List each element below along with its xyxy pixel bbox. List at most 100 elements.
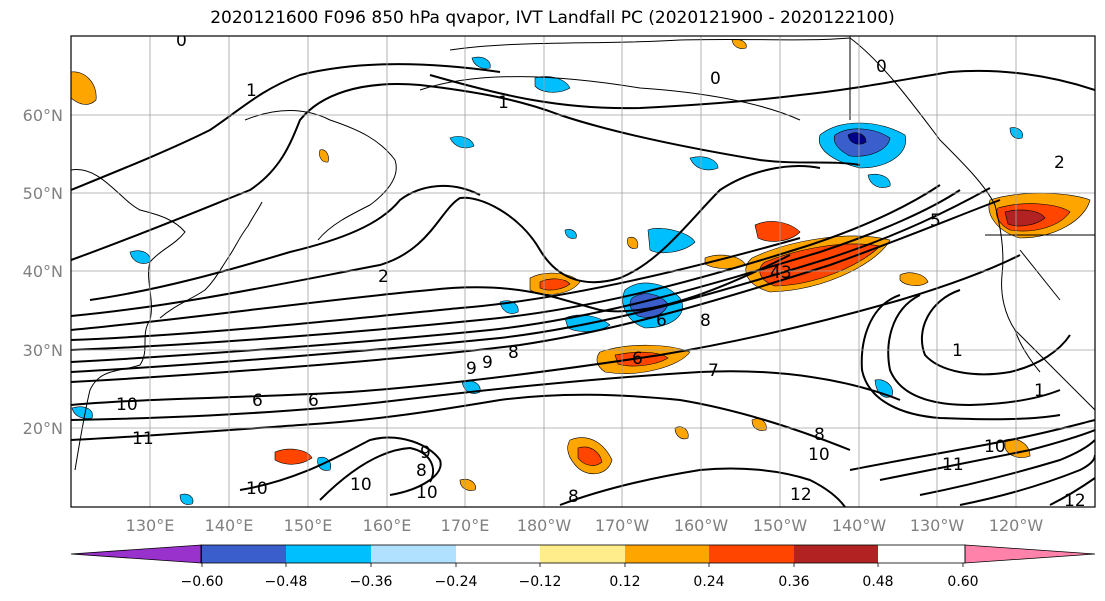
coastline-north-america <box>849 37 1095 411</box>
colorbar-segment <box>794 545 878 563</box>
anomaly-fill <box>759 243 881 287</box>
colorbar-outline <box>200 544 966 564</box>
anomaly-fill <box>319 149 329 163</box>
lat-label: 30°N <box>23 341 63 360</box>
contour-label: 8 <box>508 343 519 363</box>
lon-label: 160°E <box>363 516 412 535</box>
contour-label: 8 <box>814 425 825 445</box>
contour-line <box>319 446 435 501</box>
anomaly-fill <box>459 479 476 491</box>
colorbar-tick-label: 0.48 <box>862 574 893 590</box>
contour-label: 10 <box>808 445 830 465</box>
border-line <box>1019 249 1061 301</box>
lon-label: 130°E <box>126 516 175 535</box>
anomaly-fill <box>577 446 603 466</box>
contour-label: 9 <box>466 359 477 379</box>
colorbar-segment <box>709 545 794 563</box>
contour-line <box>71 254 1021 406</box>
coastline-baja <box>1014 329 1041 373</box>
anomaly-fill <box>71 406 93 419</box>
contour-label: 6 <box>632 349 643 369</box>
contour-line <box>89 184 481 301</box>
coastline-kamchatka <box>244 110 397 241</box>
contour-label: 5 <box>930 211 941 231</box>
plot-frame <box>70 35 1096 508</box>
contour-line <box>71 199 1001 383</box>
colorbar-tick-label: 0.60 <box>947 574 978 590</box>
colorbar-segment <box>456 545 540 563</box>
anomaly-fill <box>674 426 689 440</box>
anomaly-fill <box>867 173 891 188</box>
lon-label: 150°W <box>753 516 808 535</box>
contour-label: 0 <box>876 57 887 77</box>
coastline-japan <box>159 201 263 319</box>
contour-label: 2 <box>378 267 389 287</box>
contour-labels: 0 0 0 1 1 2 2 5 43 6 8 8 6 9 9 6 6 10 11… <box>116 31 1086 511</box>
contour-line <box>920 289 1071 376</box>
contour-line <box>71 370 901 421</box>
anomaly-fill <box>847 132 867 145</box>
contour-label: 10 <box>350 475 372 495</box>
anomaly-fill <box>1004 209 1046 227</box>
contour-label: 1 <box>1034 381 1045 401</box>
lon-label: 150°E <box>284 516 333 535</box>
contour-label: 0 <box>176 31 187 51</box>
contour-label: 7 <box>708 361 719 381</box>
contour-line <box>559 467 846 507</box>
anomaly-fill <box>689 156 719 171</box>
colorbar-segment <box>201 545 202 563</box>
contour-line <box>71 254 791 331</box>
lat-label: 50°N <box>23 184 63 203</box>
colorbar-tick-label: 0.12 <box>609 574 640 590</box>
map-layers: 0 0 0 1 1 2 2 5 43 6 8 8 6 9 9 6 6 10 11… <box>71 31 1095 511</box>
contour-line <box>71 63 501 191</box>
contour-label: 9 <box>482 353 493 373</box>
contour-line <box>429 69 1095 110</box>
colorbar-extend-min <box>70 544 202 564</box>
lon-label: 180°W <box>517 516 572 535</box>
lon-label: 170°W <box>595 516 650 535</box>
contour-label: 43 <box>770 263 792 283</box>
lat-label: 40°N <box>23 262 63 281</box>
contour-label: 9 <box>420 443 431 463</box>
contour-label: 8 <box>700 311 711 331</box>
contour-label: 10 <box>416 483 438 503</box>
colorbar-tick-label: −0.60 <box>181 574 224 590</box>
contour-label: 11 <box>942 455 964 475</box>
contour-line <box>860 294 1061 421</box>
anomaly-fill <box>899 272 929 286</box>
anomaly-fill <box>539 278 571 291</box>
map-title: 2020121600 F096 850 hPa qvapor, IVT Land… <box>210 8 895 28</box>
colorbar-segment <box>202 545 286 563</box>
colorbar-segment <box>371 545 456 563</box>
contour-label: 12 <box>1064 491 1086 511</box>
anomaly-fill <box>179 493 194 505</box>
contour-label: 1 <box>246 81 257 101</box>
contour-line <box>71 184 941 351</box>
anomaly-fill <box>449 136 475 149</box>
colorbar-segment <box>625 545 709 563</box>
colorbar-tick-label: −0.36 <box>350 574 393 590</box>
lon-label: 120°W <box>989 516 1044 535</box>
contour-line <box>849 419 1095 471</box>
colorbar-extend-max <box>964 544 1096 564</box>
contour-line <box>887 294 1061 407</box>
contour-label: 8 <box>568 487 579 507</box>
lon-label: 130°W <box>910 516 965 535</box>
lon-label: 170°E <box>441 516 490 535</box>
anomaly-fill <box>71 71 97 105</box>
contour-label: 10 <box>984 437 1006 457</box>
contour-label: 0 <box>710 69 721 89</box>
contour-label: 12 <box>790 485 812 505</box>
coastlines <box>71 36 1095 471</box>
contour-line <box>919 439 1095 496</box>
graticule <box>71 36 1095 507</box>
colorbar-segment <box>540 545 625 563</box>
contour-line <box>1049 477 1095 506</box>
coastline-alaska <box>449 37 851 51</box>
contour-label: 6 <box>252 391 263 411</box>
colorbar-tick-label: −0.48 <box>265 574 308 590</box>
lat-label: 60°N <box>23 106 63 125</box>
contour-label: 6 <box>308 391 319 411</box>
